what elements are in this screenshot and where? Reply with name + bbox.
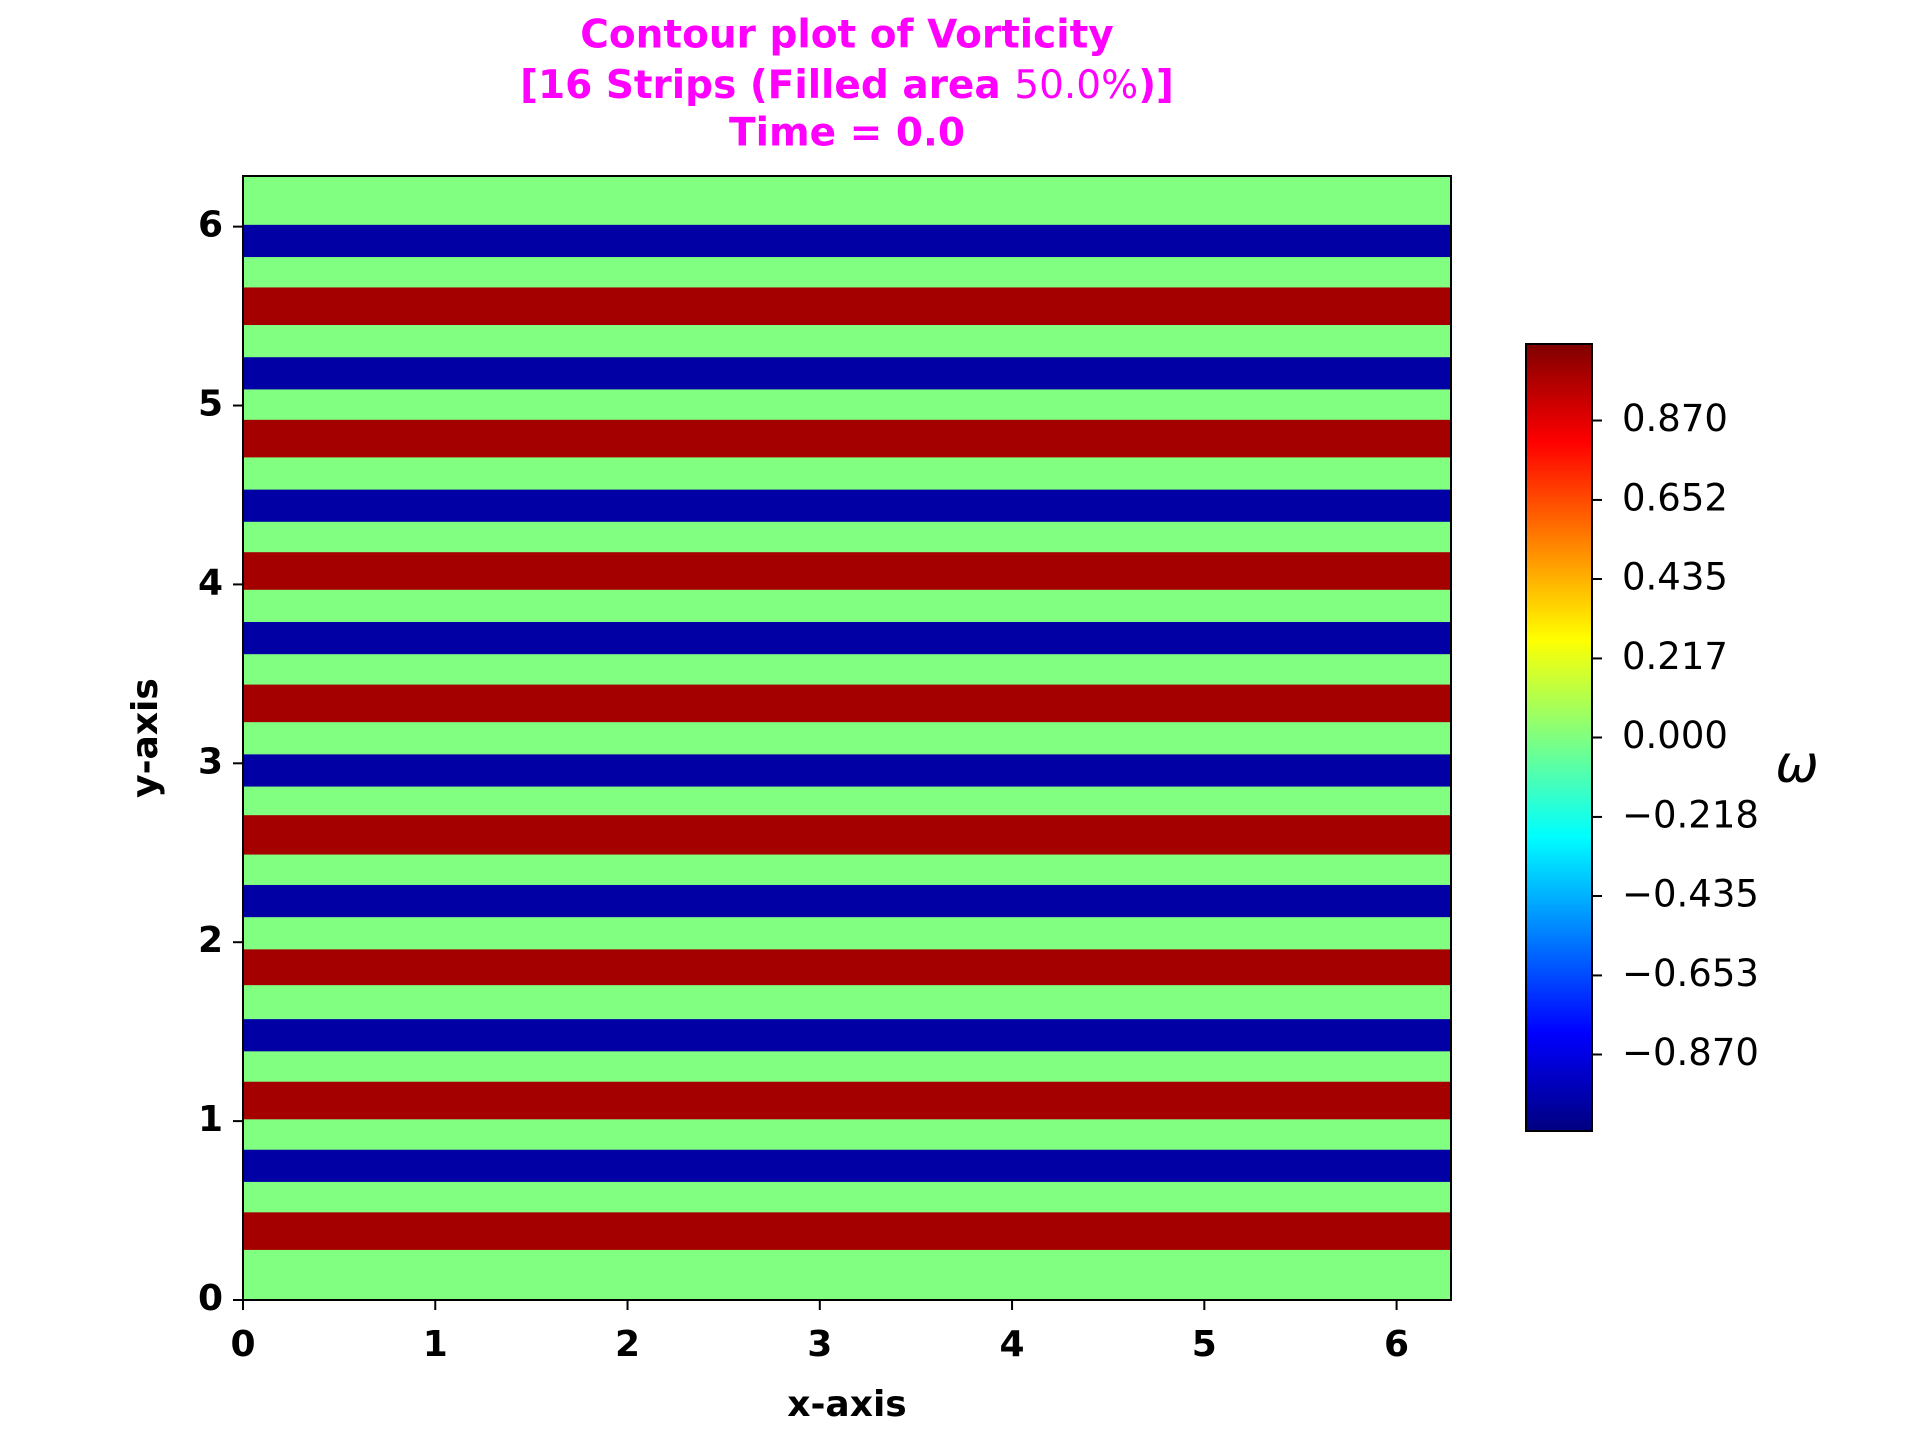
colorbar-tick-label: 0.870 xyxy=(1622,397,1728,440)
y-tick-label: 6 xyxy=(198,205,223,246)
y-tick-label: 3 xyxy=(198,741,223,782)
strip xyxy=(243,489,1451,522)
x-tick-label: 0 xyxy=(230,1324,255,1365)
strip xyxy=(243,884,1451,918)
strip xyxy=(243,815,1451,855)
x-tick-label: 1 xyxy=(423,1324,448,1365)
strip xyxy=(243,1081,1451,1120)
subtitle-part: [16 Strips (Filled area xyxy=(520,63,1014,108)
strip xyxy=(243,621,1451,655)
field-background xyxy=(243,176,1451,1300)
strip xyxy=(243,552,1451,590)
chart-subtitle: [16 Strips (Filled area 50.0%)] xyxy=(520,63,1174,108)
chart-time: Time = 0.0 xyxy=(729,111,965,156)
x-tick-label: 3 xyxy=(807,1324,832,1365)
colorbar-tick-label: 0.217 xyxy=(1622,635,1728,678)
y-tick-label: 2 xyxy=(198,920,223,961)
x-tick-label: 5 xyxy=(1192,1324,1217,1365)
colorbar-tick-label: −0.435 xyxy=(1622,872,1759,915)
strip xyxy=(243,684,1451,723)
chart-title: Contour plot of Vorticity xyxy=(580,13,1113,58)
colorbar-tick-label: −0.218 xyxy=(1622,793,1759,836)
subtitle-part: 50.0% xyxy=(1014,63,1138,108)
x-tick-label: 2 xyxy=(615,1324,640,1365)
strip xyxy=(243,224,1451,258)
colorbar-tick-label: −0.653 xyxy=(1622,952,1759,995)
strip xyxy=(243,287,1451,326)
y-axis-label: y-axis xyxy=(125,678,166,798)
y-tick-label: 1 xyxy=(198,1099,223,1140)
x-axis-label: x-axis xyxy=(787,1384,906,1425)
colorbar-tick-label: 0.652 xyxy=(1622,476,1728,519)
plot-frame xyxy=(242,175,1452,1301)
x-tick-label: 6 xyxy=(1384,1324,1409,1365)
strip xyxy=(243,949,1451,986)
colorbar-tick-label: 0.000 xyxy=(1622,714,1728,757)
y-tick-label: 4 xyxy=(198,562,223,603)
colorbar xyxy=(1525,343,1593,1132)
strip xyxy=(243,419,1451,458)
y-tick-label: 5 xyxy=(198,384,223,425)
x-tick-label: 4 xyxy=(1000,1324,1025,1365)
strip xyxy=(243,1212,1451,1250)
subtitle-part: )] xyxy=(1138,63,1174,108)
strip xyxy=(243,1019,1451,1052)
y-tick-label: 0 xyxy=(198,1278,223,1319)
strip xyxy=(243,754,1451,787)
strip xyxy=(243,1149,1451,1182)
colorbar-label: ω xyxy=(1775,735,1819,795)
strip xyxy=(243,357,1451,390)
colorbar-tick-label: 0.435 xyxy=(1622,556,1728,599)
colorbar-tick-label: −0.870 xyxy=(1622,1031,1759,1074)
